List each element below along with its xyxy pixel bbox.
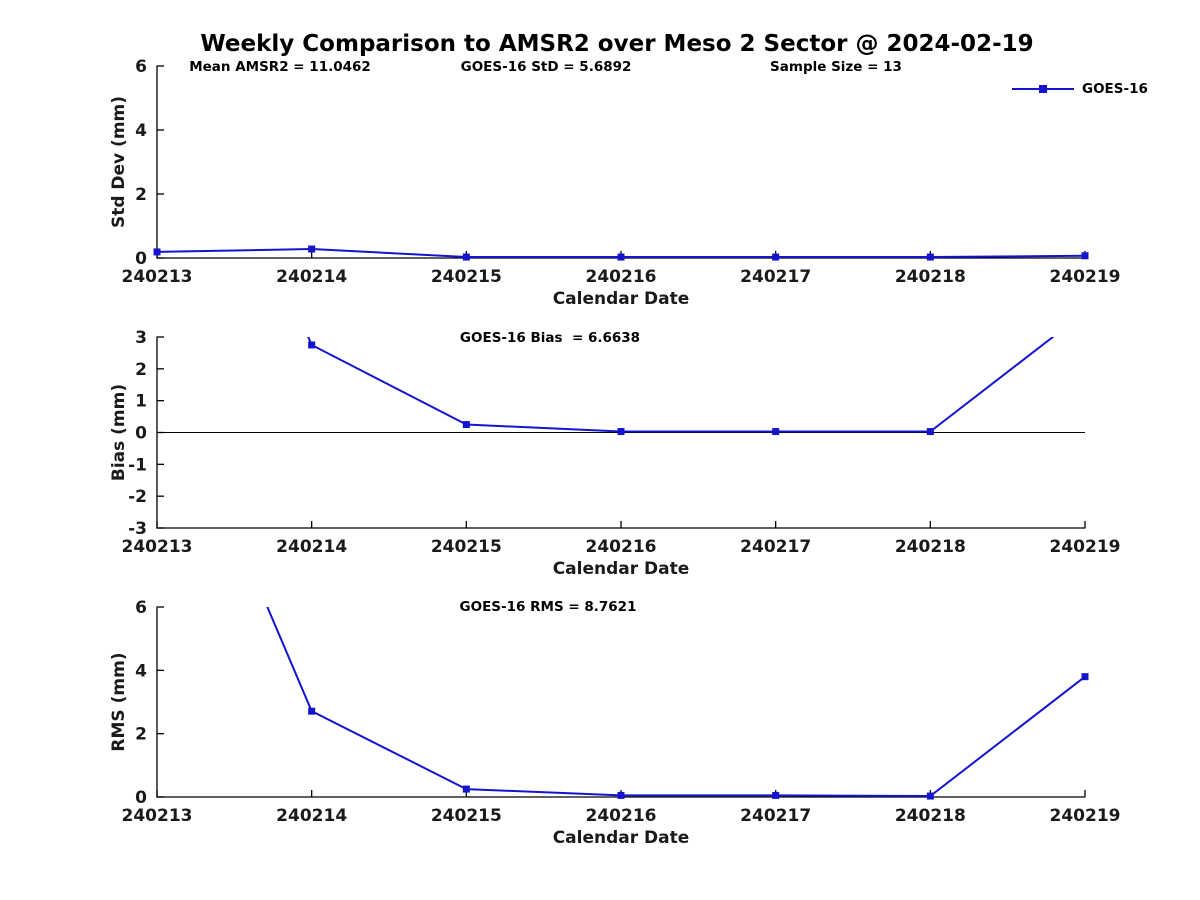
x-tick-label: 240218 — [895, 537, 966, 557]
data-point-marker — [926, 253, 934, 261]
stat-goes16-bias: GOES-16 Bias = 6.6638 — [459, 330, 641, 346]
y-tick-label: 0 — [135, 788, 147, 808]
stddev-plot: 0 2 4 6 240213 240214 240215 240216 240217 240218… — [109, 57, 1120, 309]
y-tick-label: 4 — [135, 661, 147, 681]
series-line — [307, 337, 1055, 433]
y-axis-label: RMS (mm) — [109, 652, 129, 751]
x-tick-label: 240217 — [740, 267, 811, 287]
x-tick-label: 240213 — [122, 537, 193, 557]
y-tick-label: -3 — [128, 519, 147, 539]
y-axis-label: Bias (mm) — [109, 384, 129, 481]
data-point-marker — [772, 253, 780, 261]
y-tick-label: 4 — [135, 121, 147, 141]
x-tick-label: 240215 — [431, 537, 502, 557]
y-tick-label: 3 — [135, 328, 147, 348]
stat-sample-size: Sample Size = 13 — [770, 59, 902, 75]
data-point-marker — [153, 248, 161, 256]
stat-goes16-rms: GOES-16 RMS = 8.7621 — [459, 599, 637, 615]
legend-line-marker-icon — [1012, 85, 1074, 93]
data-point-marker — [308, 707, 316, 715]
y-axis-label: Std Dev (mm) — [109, 96, 129, 228]
data-point-marker — [308, 245, 316, 253]
y-tick-label: 2 — [135, 360, 147, 380]
x-tick-label: 240215 — [431, 806, 502, 826]
data-point-marker — [772, 791, 780, 799]
rms-plot: 0 2 4 6 240213 240214 240215 240216 240217 240218… — [109, 598, 1121, 848]
x-tick-label: 240216 — [586, 537, 657, 557]
y-tick-label: 0 — [135, 424, 147, 444]
data-point-marker — [308, 341, 316, 349]
x-tick-label: 240217 — [740, 537, 811, 557]
page-title: Weekly Comparison to AMSR2 over Meso 2 S… — [200, 31, 1034, 57]
x-tick-label: 240219 — [1050, 537, 1121, 557]
y-tick-label: 1 — [135, 392, 147, 412]
y-tick-label: -1 — [128, 455, 147, 475]
y-tick-label: 0 — [135, 249, 147, 269]
x-tick-label: 240213 — [122, 267, 193, 287]
x-tick-label: 240213 — [122, 806, 193, 826]
data-point-marker — [926, 428, 934, 436]
y-tick-label: -2 — [128, 487, 147, 507]
data-point-marker — [462, 421, 470, 429]
x-tick-label: 240217 — [740, 806, 811, 826]
legend: GOES-16 — [1012, 81, 1148, 97]
data-point-marker — [926, 792, 934, 800]
x-tick-label: 240219 — [1050, 267, 1121, 287]
x-tick-label: 240214 — [276, 806, 347, 826]
data-point-marker — [617, 428, 625, 436]
x-tick-label: 240216 — [586, 267, 657, 287]
data-point-marker — [1081, 252, 1089, 260]
x-tick-label: 240214 — [276, 537, 347, 557]
y-tick-label: 2 — [135, 185, 147, 205]
data-point-marker — [772, 428, 780, 436]
x-axis-label: Calendar Date — [553, 828, 690, 848]
x-tick-label: 240219 — [1050, 806, 1121, 826]
data-point-marker — [1081, 673, 1089, 681]
x-axis-label: Calendar Date — [553, 559, 690, 579]
x-axis-label: Calendar Date — [553, 289, 690, 309]
x-tick-label: 240214 — [276, 267, 347, 287]
stat-goes16-std: GOES-16 StD = 5.6892 — [460, 59, 632, 75]
y-tick-label: 6 — [135, 598, 147, 618]
y-tick-label: 2 — [135, 725, 147, 745]
x-tick-label: 240216 — [586, 806, 657, 826]
x-tick-label: 240218 — [895, 806, 966, 826]
y-tick-label: 6 — [135, 57, 147, 77]
stat-mean-amsr2: Mean AMSR2 = 11.0462 — [189, 59, 371, 75]
data-point-marker — [462, 785, 470, 793]
legend-label: GOES-16 — [1082, 81, 1148, 97]
data-point-marker — [462, 253, 470, 261]
data-point-marker — [617, 791, 625, 799]
x-tick-label: 240215 — [431, 267, 502, 287]
x-tick-label: 240218 — [895, 267, 966, 287]
data-point-marker — [617, 253, 625, 261]
